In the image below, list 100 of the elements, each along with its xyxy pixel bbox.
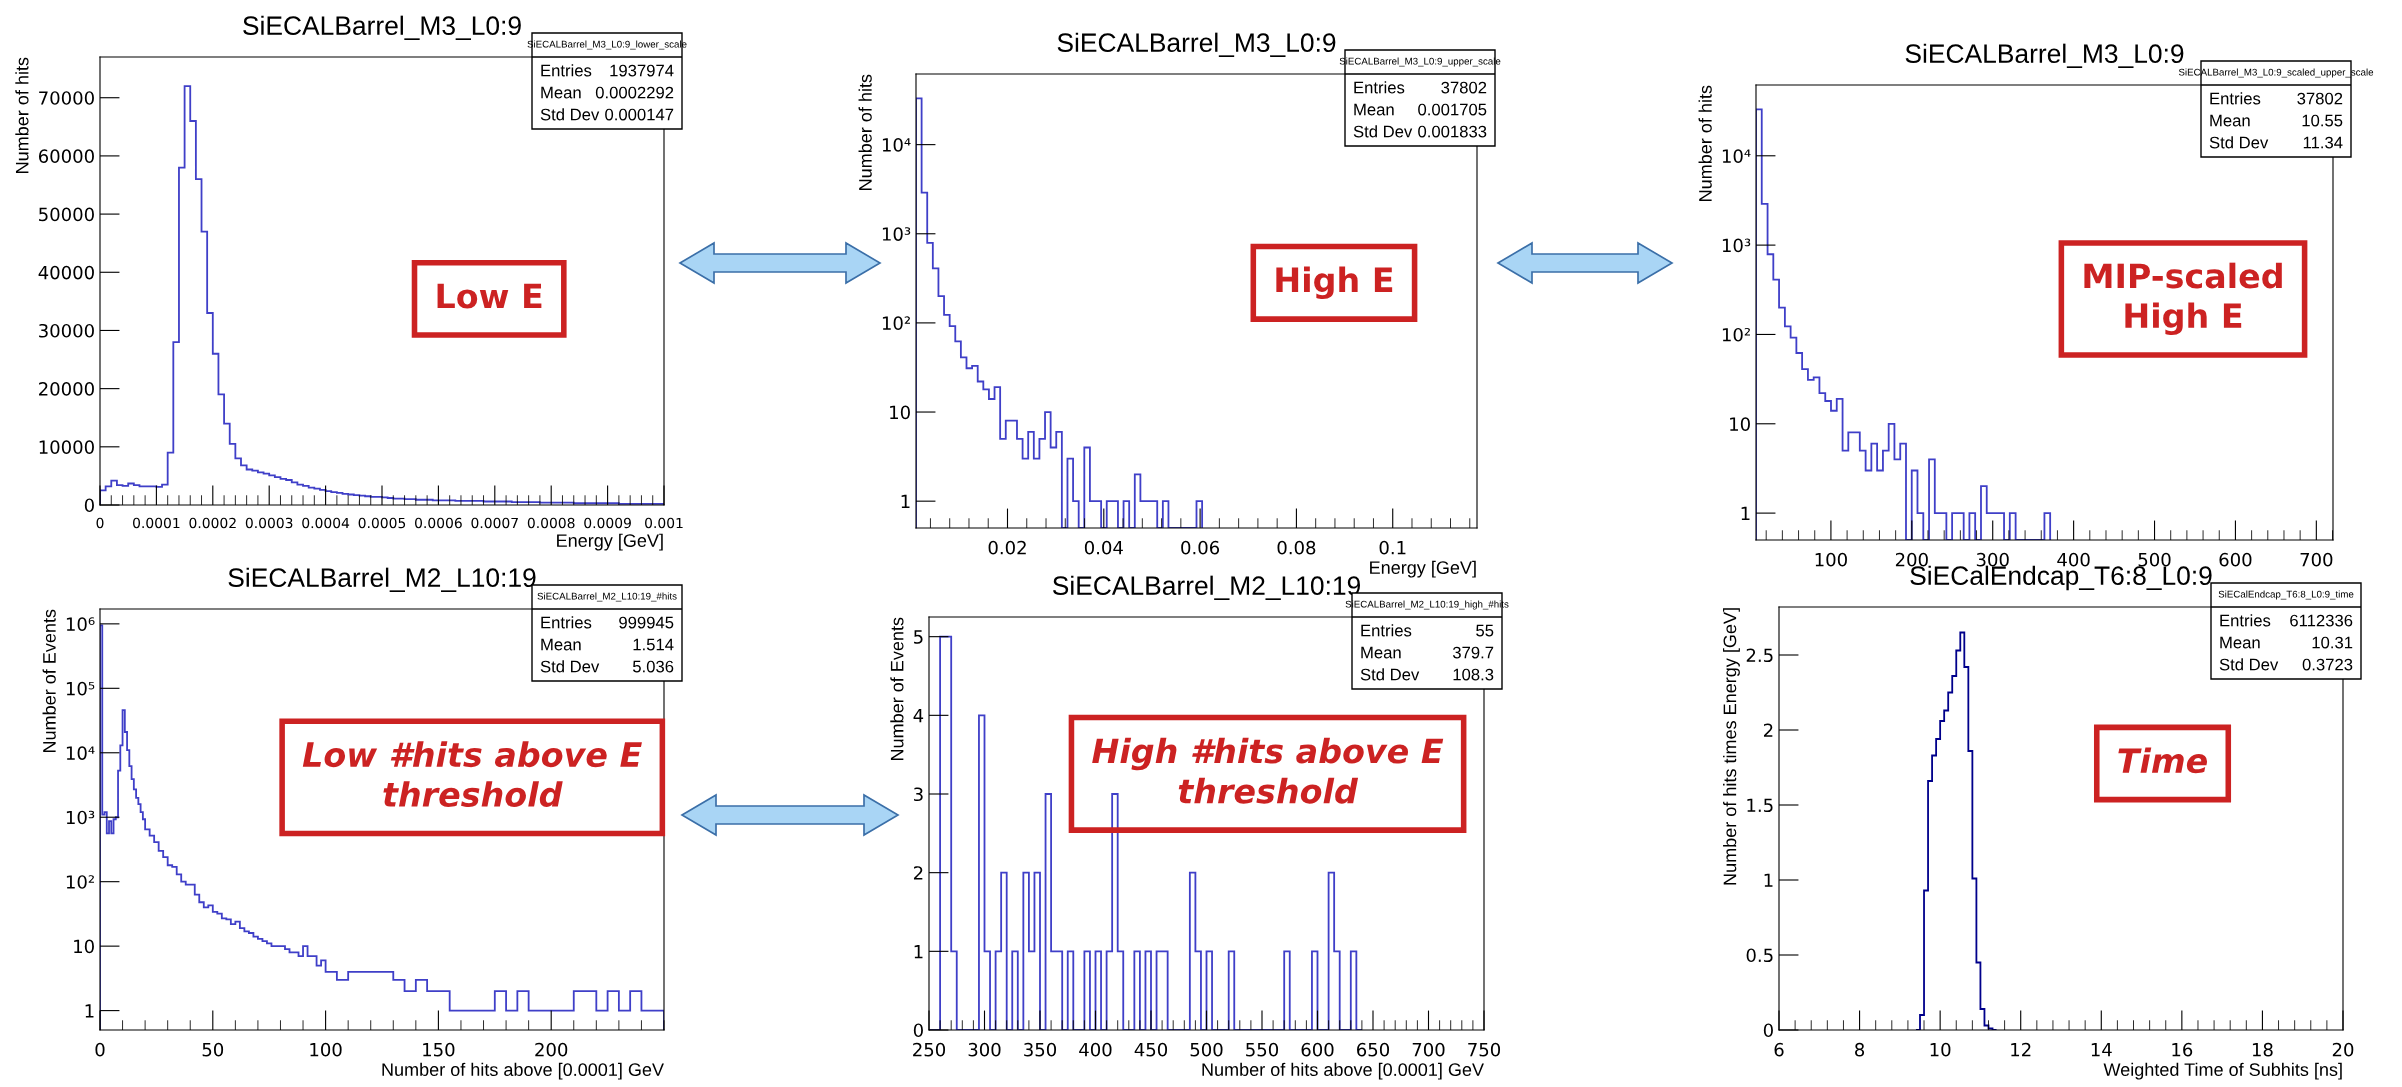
y-tick-label: 70000 — [39, 91, 94, 105]
x-tick-label: 400 — [2057, 552, 2090, 567]
y-tick-label: 1 — [901, 494, 910, 509]
annotation: Entries — [541, 616, 592, 629]
x-tick-label: 200 — [535, 1042, 568, 1057]
x-tick-label: 0.0009 — [584, 517, 631, 529]
x-tick-label: 10 — [1930, 1042, 1951, 1057]
x-tick-label: 200 — [1895, 552, 1928, 567]
y-tick-label: 4 — [913, 709, 924, 723]
x-tick-label: 700 — [1412, 1042, 1445, 1057]
y-axis-title: Number of hits — [1698, 85, 1712, 201]
text: SiECALBarrel_M2_L10:19_#hits — [537, 592, 677, 602]
y-tick-label: 10 — [890, 405, 910, 420]
chart-title: SiECALBarrel_M3_L0:9 — [1057, 32, 1336, 58]
y-tick-label: 50000 — [39, 207, 94, 222]
y-tick-label: 1 — [1764, 873, 1773, 887]
y-axis-title: Number of Events — [890, 617, 904, 761]
x-tick-label: 600 — [2219, 552, 2252, 567]
x-tick-label: 0.0003 — [245, 517, 293, 529]
annotation: High #hits above E threshold — [1092, 737, 1444, 804]
annotation: Std Dev — [2209, 136, 2269, 149]
x-axis-title: Energy [GeV] — [1370, 560, 1476, 578]
annotation: 6112336 — [2290, 614, 2353, 627]
x-tick-label: 500 — [1190, 1042, 1223, 1057]
y-tick-label: 1 — [1741, 506, 1750, 520]
x-tick-label: 50 — [202, 1042, 224, 1057]
x-tick-label: 8 — [1855, 1042, 1865, 1057]
x-tick-label: 0.0001 — [133, 517, 180, 529]
x-tick-label: 6 — [1774, 1042, 1784, 1057]
y-tick-label: 10² — [1722, 327, 1750, 342]
annotation: 37802 — [1441, 81, 1487, 94]
chart-title: SiECALBarrel_M3_L0:9 — [1905, 43, 2184, 69]
y-tick-label: 2 — [1763, 723, 1773, 737]
x-tick-label: 550 — [1246, 1042, 1279, 1057]
annotation: 0.001705 — [1418, 103, 1487, 116]
x-tick-label: 500 — [2138, 552, 2171, 567]
y-tick-label: 40000 — [38, 265, 94, 280]
annotation: Entries — [1354, 81, 1405, 94]
y-tick-label: 20000 — [39, 382, 94, 396]
x-tick-label: 600 — [1301, 1042, 1334, 1057]
annotation: Entries — [541, 64, 592, 77]
annotation: Mean — [2210, 114, 2250, 127]
annotation: Entries — [1361, 624, 1412, 637]
annotation: 0.0002292 — [595, 86, 674, 99]
x-tick-label: 350 — [1024, 1042, 1057, 1057]
x-tick-label: 0.0007 — [471, 517, 518, 529]
annotation: 0.3723 — [2302, 658, 2353, 671]
x-tick-label: 14 — [2091, 1043, 2112, 1057]
x-tick-label: 0.0006 — [415, 517, 462, 529]
x-tick-label: 16 — [2172, 1042, 2193, 1057]
x-tick-label: 750 — [1468, 1042, 1501, 1057]
y-tick-label: 10² — [882, 316, 910, 331]
y-tick-label: 10⁴ — [882, 138, 911, 152]
annotation: 0.000147 — [605, 108, 674, 121]
y-tick-label: 10⁴ — [1722, 149, 1751, 163]
y-axis-title: Number of Events — [42, 609, 56, 753]
annotation: High E — [1276, 266, 1393, 300]
x-axis-title: Weighted Time of Subhits [ns] — [2103, 1062, 2342, 1080]
x-tick-label: 400 — [1079, 1042, 1112, 1057]
y-tick-label: 3 — [914, 787, 923, 802]
x-tick-label: 0.001 — [645, 517, 683, 529]
y-tick-label: 0.5 — [1746, 948, 1773, 963]
annotation: Mean — [541, 638, 581, 651]
annotation: 55 — [1476, 624, 1494, 637]
x-tick-label: 0.06 — [1181, 540, 1220, 555]
x-axis-title: Number of hits above [0.0001] GeV — [1202, 1062, 1484, 1080]
y-tick-label: 10² — [66, 875, 94, 889]
annotation: Mean — [541, 86, 581, 99]
x-tick-label: 100 — [1815, 552, 1847, 567]
y-tick-label: 10 — [1730, 417, 1750, 431]
annotation: Mean — [1354, 103, 1394, 116]
y-tick-label: 10³ — [1722, 238, 1751, 253]
annotation: Std Dev — [1360, 668, 1420, 681]
annotation: Mean — [2220, 636, 2260, 649]
annotation: 0.001833 — [1418, 125, 1487, 138]
y-tick-label: 0 — [84, 498, 94, 513]
x-tick-label: 18 — [2252, 1042, 2273, 1057]
x-tick-label: 150 — [423, 1042, 455, 1057]
x-tick-label: 100 — [310, 1042, 342, 1057]
y-tick-label: 10⁴ — [66, 746, 95, 760]
y-tick-label: 0 — [1763, 1023, 1773, 1038]
y-tick-label: 5 — [914, 630, 923, 644]
annotation: 1937974 — [610, 64, 674, 77]
annotation: Std Dev — [1353, 125, 1413, 138]
y-tick-label: 2 — [913, 866, 923, 880]
y-tick-label: 1 — [85, 1004, 94, 1018]
y-tick-label: 10³ — [66, 810, 95, 825]
annotation: Std Dev — [540, 108, 600, 121]
y-tick-label: 10⁶ — [66, 617, 95, 631]
y-axis-title: Number of hits times Energy [GeV] — [1723, 608, 1740, 885]
x-tick-label: 0.0004 — [302, 517, 350, 529]
y-axis-title: Number of hits — [15, 57, 29, 173]
y-tick-label: 1.5 — [1747, 798, 1773, 813]
x-tick-label: 12 — [2011, 1042, 2031, 1057]
x-tick-label: 300 — [968, 1042, 1001, 1057]
x-tick-label: 450 — [1134, 1042, 1168, 1057]
x-tick-label: 0 — [96, 517, 104, 529]
annotation: 108.3 — [1453, 668, 1494, 681]
y-tick-label: 10 — [74, 939, 94, 954]
annotation: Entries — [2210, 92, 2261, 105]
